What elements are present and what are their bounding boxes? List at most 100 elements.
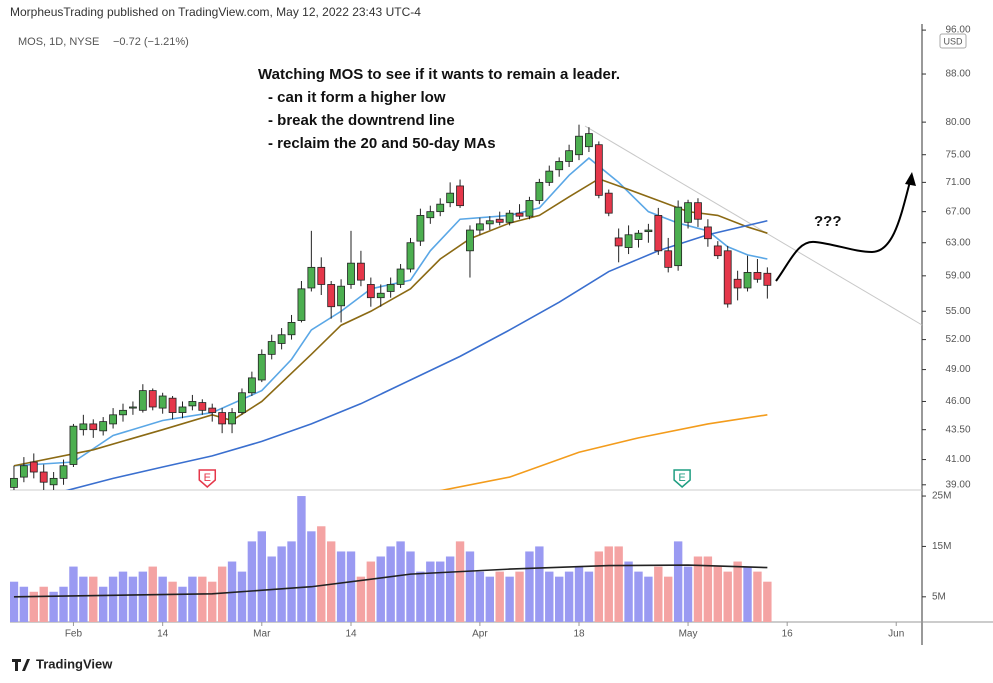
volume-bar bbox=[346, 551, 356, 622]
volume-average bbox=[13, 564, 768, 598]
symbol: MOS, 1D, NYSE bbox=[18, 36, 99, 48]
candle-body bbox=[495, 218, 504, 223]
volume-bar bbox=[79, 576, 88, 622]
moving-average bbox=[65, 219, 768, 490]
x-tick-label: Mar bbox=[253, 629, 271, 640]
candle-body bbox=[267, 341, 276, 355]
y-tick-label: 55.00 bbox=[945, 306, 970, 317]
earnings-marker bbox=[673, 469, 691, 488]
volume-bar bbox=[138, 571, 148, 622]
y-tick-label: 43.50 bbox=[945, 424, 970, 435]
candle-body bbox=[257, 353, 266, 381]
volume-bar bbox=[396, 541, 405, 622]
volume-bar bbox=[128, 576, 138, 622]
y-tick-label: 41.00 bbox=[945, 454, 970, 465]
volume-bar bbox=[743, 566, 752, 622]
volume-bar bbox=[49, 591, 58, 622]
earnings-marker bbox=[198, 469, 217, 488]
candle-body bbox=[148, 390, 157, 408]
earnings-label: E bbox=[204, 472, 211, 484]
volume-bar bbox=[753, 571, 762, 622]
volume-bar bbox=[168, 581, 177, 622]
y-tick-label: 67.00 bbox=[945, 206, 970, 217]
candle-body bbox=[565, 150, 573, 162]
candle-body bbox=[218, 412, 227, 425]
volume-bar bbox=[29, 591, 38, 622]
volume-bar bbox=[455, 541, 465, 622]
volume-bar bbox=[98, 586, 108, 622]
candle-body bbox=[664, 250, 673, 268]
candle-body bbox=[575, 135, 583, 156]
candle-body bbox=[376, 292, 385, 299]
candle-body bbox=[743, 272, 752, 289]
candle-body bbox=[19, 465, 28, 478]
volume-bar bbox=[188, 576, 197, 622]
volume-bar bbox=[376, 556, 385, 622]
volume-bar bbox=[356, 576, 366, 622]
y-tick-label: 59.00 bbox=[945, 270, 970, 281]
volume-bar bbox=[733, 561, 742, 622]
x-tick-label: May bbox=[679, 629, 698, 640]
candle-body bbox=[357, 262, 365, 281]
candle-body bbox=[99, 421, 108, 432]
candle-body bbox=[694, 202, 702, 220]
candle-body bbox=[555, 161, 564, 171]
annotation: ??? bbox=[814, 213, 842, 230]
candle-body bbox=[713, 245, 722, 257]
volume-bar bbox=[386, 546, 395, 622]
change: −0.72 (−1.21%) bbox=[113, 36, 189, 48]
annotation: - break the downtrend line bbox=[268, 112, 455, 129]
candle-body bbox=[684, 202, 692, 223]
x-tick-label: 18 bbox=[573, 629, 585, 640]
volume-bar bbox=[158, 576, 167, 622]
y-tick-label: 15M bbox=[932, 541, 951, 552]
candle-body bbox=[178, 406, 187, 413]
y-tick-label: 49.00 bbox=[945, 364, 970, 375]
volume-bar bbox=[257, 531, 266, 622]
candle-body bbox=[277, 334, 286, 344]
volume-bar bbox=[108, 576, 118, 622]
candle-body bbox=[723, 250, 732, 305]
candle-body bbox=[585, 133, 593, 148]
x-tick-label: Apr bbox=[472, 629, 488, 640]
candle-body bbox=[485, 220, 494, 225]
y-tick-label: 5M bbox=[932, 591, 946, 602]
volume-bar bbox=[624, 561, 633, 622]
candle-body bbox=[307, 266, 316, 289]
candle-body bbox=[337, 285, 345, 307]
candle-body bbox=[39, 471, 48, 483]
volume-bar bbox=[545, 571, 554, 622]
x-tick-label: 14 bbox=[157, 629, 169, 640]
candle-body bbox=[535, 181, 544, 201]
volume-bar bbox=[475, 571, 485, 622]
volume-bar bbox=[217, 566, 227, 622]
candle-body bbox=[327, 284, 336, 308]
y-tick-label: 96.00 bbox=[945, 25, 970, 36]
volume-bar bbox=[10, 581, 19, 622]
volume-bar bbox=[654, 566, 663, 622]
y-tick-label: 46.00 bbox=[945, 396, 970, 407]
candle-body bbox=[89, 423, 98, 431]
candle-body bbox=[614, 237, 623, 247]
volume-bar bbox=[525, 551, 534, 622]
candle-body bbox=[763, 272, 772, 286]
candle-body bbox=[594, 144, 603, 196]
candle-body bbox=[247, 377, 256, 394]
volume-bar bbox=[297, 496, 306, 622]
candle-body bbox=[545, 170, 554, 183]
candle-body bbox=[129, 406, 137, 409]
moving-average bbox=[439, 414, 768, 490]
volume-bar bbox=[614, 546, 623, 622]
volume-bar bbox=[713, 566, 722, 622]
volume-bar bbox=[594, 551, 604, 622]
candle-body bbox=[416, 215, 425, 242]
candle-body bbox=[347, 262, 355, 285]
candle-body bbox=[456, 185, 464, 207]
y-tick-label: 71.00 bbox=[945, 177, 970, 188]
volume-bar bbox=[505, 576, 514, 622]
volume-bar bbox=[574, 566, 584, 622]
currency: USD bbox=[943, 36, 963, 46]
candle-body bbox=[386, 284, 395, 292]
volume-bar bbox=[723, 571, 732, 622]
candle-body bbox=[703, 226, 712, 240]
